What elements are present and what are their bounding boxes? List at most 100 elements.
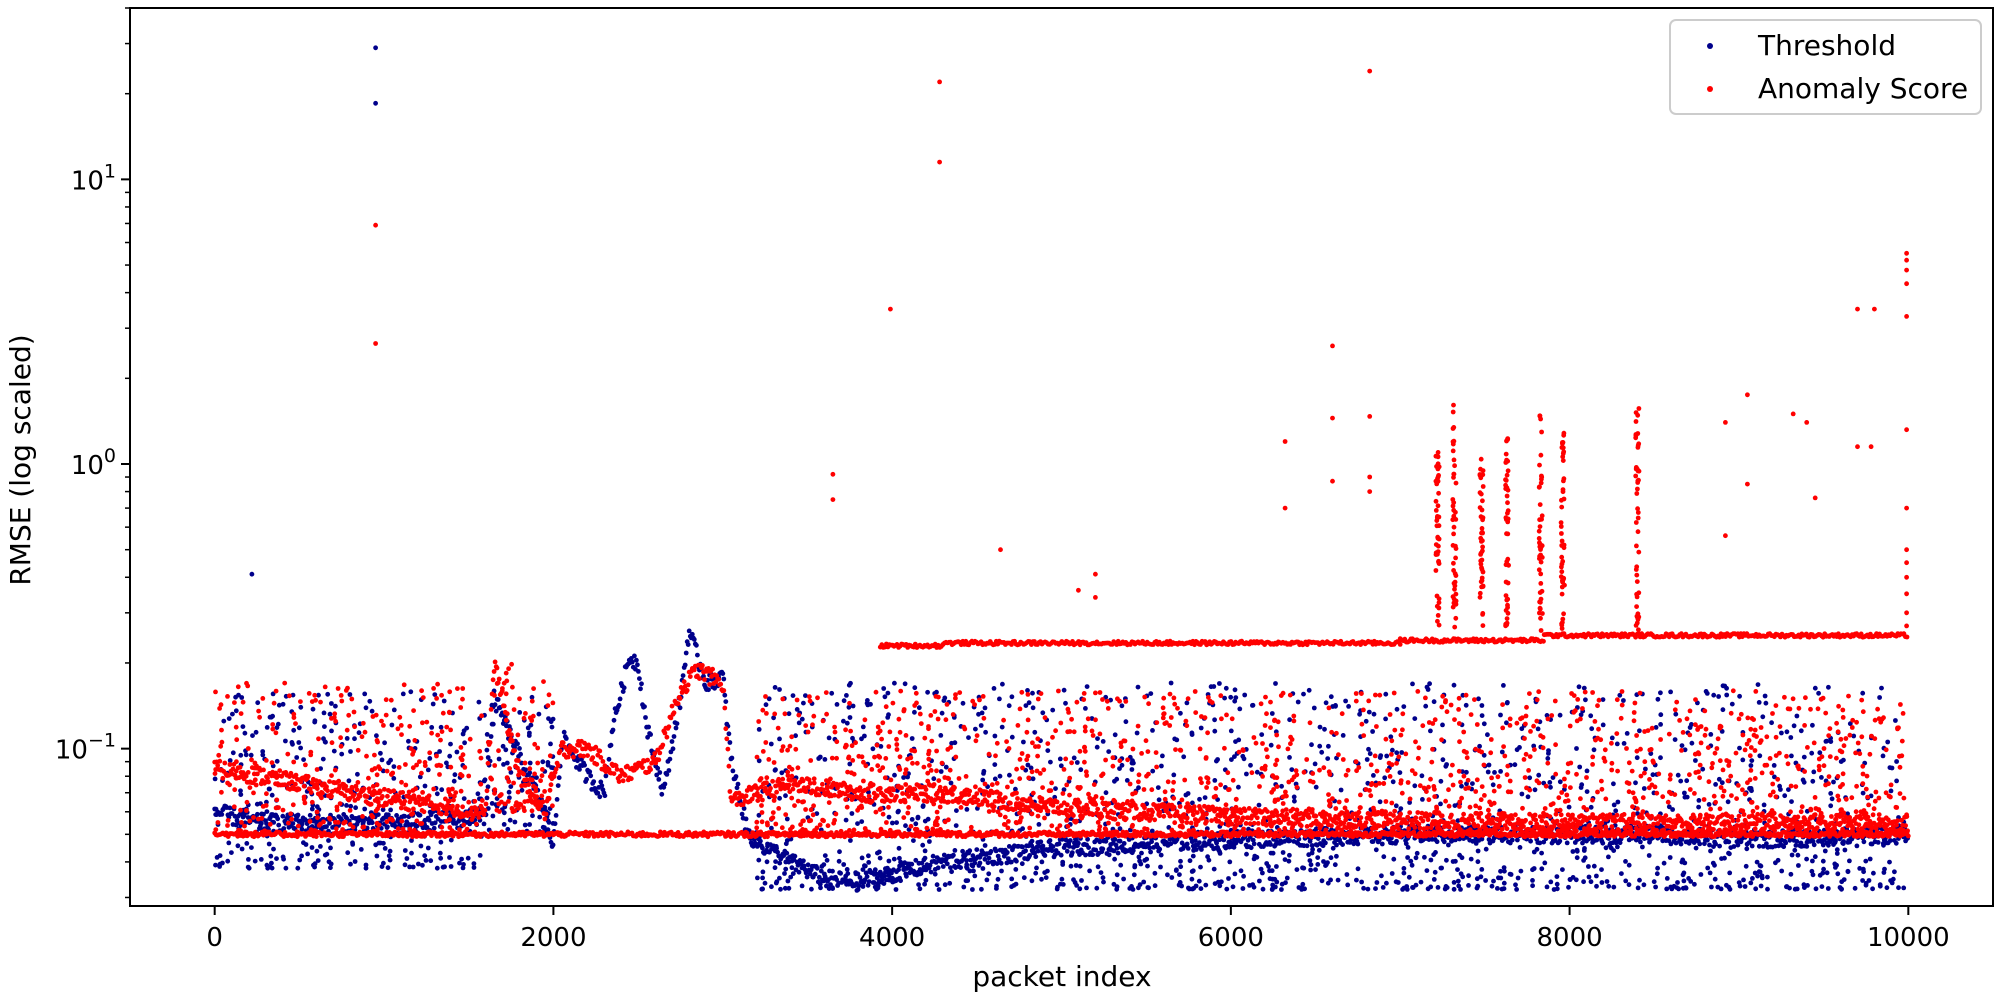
threshold-point xyxy=(233,708,239,714)
threshold-point xyxy=(1370,839,1376,844)
threshold-point xyxy=(1760,714,1766,720)
threshold-point xyxy=(993,848,999,854)
threshold-point xyxy=(1741,877,1746,883)
anomaly-score-point xyxy=(458,745,464,750)
anomaly-score-point xyxy=(808,758,814,763)
threshold-point xyxy=(1535,726,1541,732)
threshold-point xyxy=(597,794,603,800)
anomaly-score-point xyxy=(298,699,303,704)
threshold-point xyxy=(276,822,282,828)
threshold-point xyxy=(1666,804,1672,810)
threshold-point xyxy=(873,871,879,877)
anomaly-score-point xyxy=(314,809,320,815)
threshold-point xyxy=(1531,866,1537,871)
threshold-point xyxy=(1813,886,1819,892)
threshold-point xyxy=(1270,850,1276,856)
threshold-point xyxy=(1157,846,1163,852)
anomaly-score-point xyxy=(1747,777,1753,783)
threshold-point xyxy=(868,701,873,707)
anomaly-score-point xyxy=(832,724,837,730)
threshold-point xyxy=(1049,848,1055,854)
threshold-point xyxy=(1811,842,1817,848)
threshold-point xyxy=(1310,847,1315,852)
anomaly-score-point xyxy=(1876,812,1882,817)
threshold-point xyxy=(239,846,245,852)
threshold-point xyxy=(254,801,260,807)
threshold-point xyxy=(1758,883,1764,889)
threshold-point xyxy=(1033,854,1039,860)
threshold-point xyxy=(994,861,1000,866)
anomaly-score-point xyxy=(1374,724,1379,729)
threshold-point xyxy=(796,720,802,726)
threshold-point xyxy=(1586,836,1591,842)
anomaly-score-point xyxy=(341,820,347,826)
threshold-point xyxy=(271,846,276,852)
threshold-point xyxy=(1682,747,1688,753)
anomaly-score-point xyxy=(1385,768,1390,773)
threshold-point xyxy=(1192,838,1198,843)
threshold-point xyxy=(838,870,843,876)
anomaly-score-point xyxy=(1849,725,1855,730)
threshold-point xyxy=(739,811,745,817)
anomaly-score-point xyxy=(309,799,315,805)
threshold-point xyxy=(1295,699,1301,705)
threshold-point xyxy=(550,716,556,722)
threshold-point xyxy=(1704,691,1710,696)
anomaly-score-point xyxy=(399,818,405,824)
threshold-point xyxy=(1716,776,1722,782)
threshold-point xyxy=(1238,868,1244,874)
threshold-point xyxy=(1681,878,1687,884)
anomaly-score-point xyxy=(1025,717,1031,723)
anomaly-score-point xyxy=(1420,723,1426,729)
threshold-point xyxy=(299,821,305,827)
threshold-point xyxy=(1068,863,1074,869)
threshold-point xyxy=(1715,884,1721,890)
threshold-point xyxy=(1773,860,1778,866)
threshold-point xyxy=(933,860,939,865)
anomaly-score-point xyxy=(458,788,464,794)
threshold-point xyxy=(1345,882,1351,888)
threshold-point xyxy=(1361,885,1366,891)
threshold-point xyxy=(1581,685,1587,691)
anomaly-score-point xyxy=(364,753,369,759)
threshold-point xyxy=(841,718,846,724)
threshold-point xyxy=(1251,841,1257,847)
threshold-point xyxy=(1431,877,1437,882)
anomaly-score-point xyxy=(897,767,903,772)
threshold-point xyxy=(881,686,887,691)
anomaly-score-point xyxy=(805,729,811,735)
threshold-point xyxy=(1679,743,1685,748)
threshold-point xyxy=(1236,737,1242,743)
anomaly-score-point xyxy=(1596,726,1601,732)
threshold-point xyxy=(1071,845,1076,850)
threshold-point xyxy=(417,812,423,818)
anomaly-score-point xyxy=(384,768,390,774)
anomaly-score-point xyxy=(457,827,462,832)
threshold-point xyxy=(1313,867,1318,872)
threshold-point xyxy=(1861,839,1867,845)
anomaly-score-point xyxy=(225,818,231,823)
threshold-point xyxy=(1226,876,1231,881)
threshold-point xyxy=(246,857,251,862)
anomaly-score-point xyxy=(349,696,355,702)
anomaly-score-point xyxy=(217,706,223,711)
threshold-point xyxy=(1757,863,1763,868)
anomaly-score-point xyxy=(1440,693,1446,699)
anomaly-score-point xyxy=(410,765,416,771)
anomaly-score-point xyxy=(1154,764,1159,770)
threshold-point xyxy=(1819,775,1824,780)
anomaly-score-point xyxy=(333,826,339,832)
threshold-point xyxy=(892,680,897,686)
threshold-point xyxy=(824,857,830,863)
threshold-point xyxy=(244,841,250,846)
threshold-point xyxy=(1756,869,1762,875)
threshold-point xyxy=(556,775,562,781)
threshold-point xyxy=(1635,811,1640,816)
threshold-point xyxy=(1678,778,1684,784)
threshold-point xyxy=(1256,802,1262,808)
threshold-point xyxy=(1269,711,1275,716)
threshold-point xyxy=(769,825,774,831)
threshold-point xyxy=(1057,756,1063,762)
threshold-point xyxy=(1641,882,1647,888)
anomaly-score-point xyxy=(1122,738,1128,744)
